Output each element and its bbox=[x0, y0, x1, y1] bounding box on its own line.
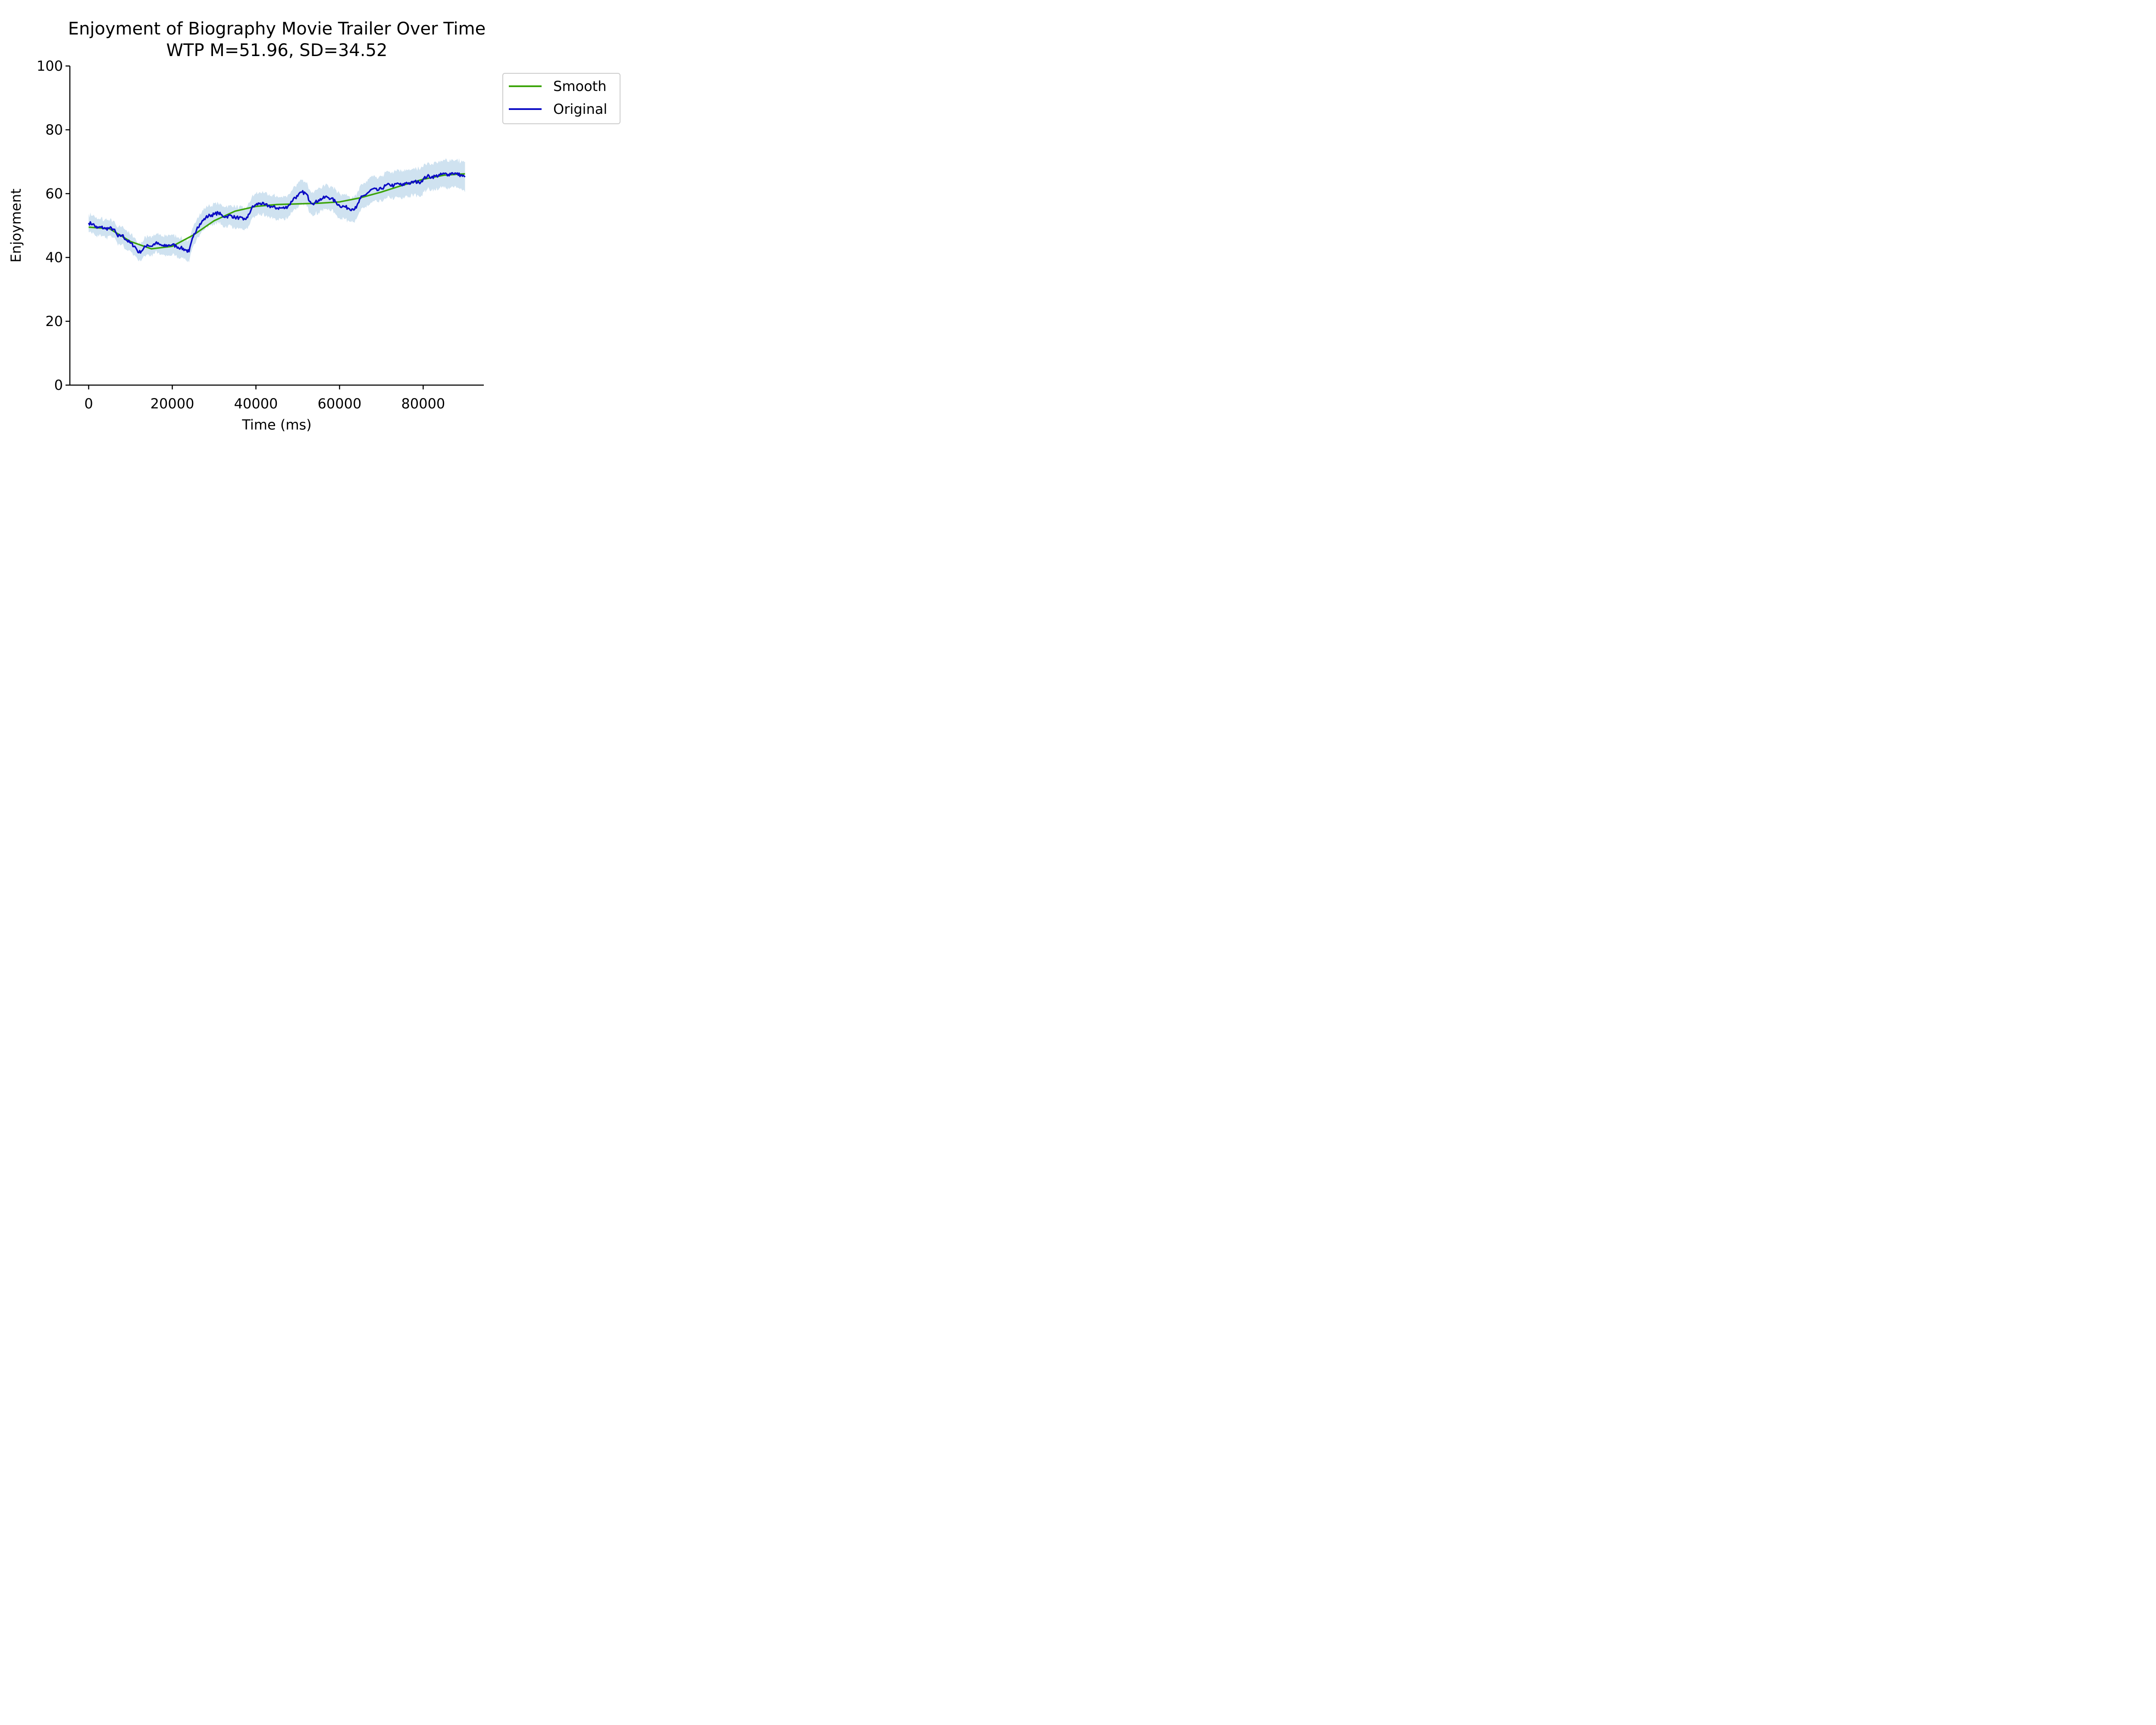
legend: Smooth Original bbox=[502, 73, 620, 124]
chart-title: Enjoyment of Biography Movie Trailer Ove… bbox=[68, 19, 486, 39]
series-layer bbox=[88, 172, 466, 254]
x-tick-label-2: 40000 bbox=[234, 395, 278, 412]
x-tick-label-1: 20000 bbox=[150, 395, 194, 412]
series-original-line bbox=[88, 172, 466, 254]
y-tick-label-1: 20 bbox=[45, 313, 63, 329]
chart: Enjoyment of Biography Movie Trailer Ove… bbox=[8, 19, 620, 433]
x-tick-label-3: 60000 bbox=[318, 395, 362, 412]
legend-label-smooth: Smooth bbox=[553, 78, 606, 94]
x-axis-ticks: 0 20000 40000 60000 80000 bbox=[84, 385, 445, 412]
plot-area bbox=[88, 158, 466, 263]
x-axis-label: Time (ms) bbox=[241, 417, 311, 433]
y-tick-label-0: 0 bbox=[54, 377, 63, 393]
y-tick-label-2: 40 bbox=[45, 249, 63, 266]
y-axis-label: Enjoyment bbox=[8, 188, 24, 263]
y-tick-label-5: 100 bbox=[37, 58, 63, 74]
confidence-band bbox=[88, 158, 465, 263]
y-axis-ticks: 0 20 40 60 80 100 bbox=[37, 58, 70, 393]
legend-label-original: Original bbox=[553, 101, 607, 117]
x-tick-label-0: 0 bbox=[84, 395, 93, 412]
y-tick-label-4: 80 bbox=[45, 122, 63, 138]
x-tick-label-4: 80000 bbox=[401, 395, 445, 412]
y-tick-label-3: 60 bbox=[45, 185, 63, 202]
chart-subtitle: WTP M=51.96, SD=34.52 bbox=[166, 41, 387, 60]
